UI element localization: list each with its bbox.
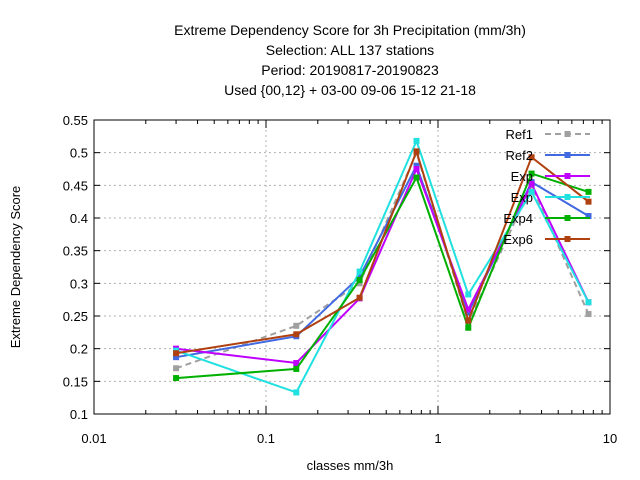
y-tick-label: 0.2	[70, 342, 88, 357]
data-point	[413, 148, 420, 155]
title-line-2: Selection: ALL 137 stations	[266, 42, 434, 58]
data-point	[528, 188, 535, 195]
plot-frame	[93, 119, 611, 415]
legend-label: Exp6	[503, 232, 533, 247]
data-point	[293, 360, 300, 367]
data-point	[356, 277, 363, 284]
legend-label: Exp	[511, 169, 533, 184]
y-axis-label: Extreme Dependency Score	[8, 186, 23, 349]
y-tick-label: 0.45	[63, 178, 88, 193]
y-tick-label: 0.35	[63, 244, 88, 259]
x-tick-label: 1	[434, 431, 441, 446]
data-point	[173, 350, 180, 357]
y-tick-label: 0.15	[63, 374, 88, 389]
data-point	[585, 213, 592, 220]
data-point	[585, 198, 592, 205]
data-point	[413, 174, 420, 181]
title-line-3: Period: 20190817-20190823	[261, 62, 439, 78]
data-point	[465, 317, 472, 324]
data-point	[465, 309, 472, 316]
data-point	[293, 389, 300, 396]
data-point	[293, 322, 300, 329]
legend: Ref1 Ref2 Exp Exp Exp4 Exp6	[503, 127, 590, 247]
legend-label: Exp4	[503, 211, 533, 226]
series-4	[173, 170, 592, 382]
legend-swatch-marker	[564, 152, 571, 158]
axis-ticks: 0.1 0.15 0.2 0.25 0.3 0.35 0.4 0.45 0.5 0.55 0.01 0…	[63, 113, 618, 446]
data-point	[173, 365, 180, 372]
y-tick-label: 0.55	[63, 113, 88, 128]
y-tick-label: 0.1	[70, 407, 88, 422]
data-point	[465, 306, 472, 313]
legend-swatch-marker	[564, 194, 571, 200]
data-point	[585, 311, 592, 318]
data-point	[585, 188, 592, 195]
x-axis-label: classes mm/3h	[307, 458, 394, 473]
title-line-1: Extreme Dependency Score for 3h Precipit…	[174, 22, 526, 38]
grid	[94, 120, 610, 414]
data-point	[585, 299, 592, 306]
data-point	[173, 354, 180, 361]
data-point	[528, 170, 535, 177]
y-tick-label: 0.5	[70, 146, 88, 161]
data-point	[293, 365, 300, 372]
data-point	[356, 280, 363, 287]
x-tick-label: 10	[603, 431, 617, 446]
data-point	[528, 154, 535, 161]
chart-title: Extreme Dependency Score for 3h Precipit…	[174, 22, 526, 98]
legend-swatch-marker	[564, 131, 571, 137]
title-line-4: Used {00,12} + 03-00 09-06 15-12 21-18	[224, 82, 476, 98]
data-point	[356, 268, 363, 275]
data-point	[413, 166, 420, 172]
data-point	[413, 162, 420, 169]
y-tick-label: 0.4	[70, 211, 88, 226]
y-tick-label: 0.25	[63, 309, 88, 324]
y-tick-label: 0.3	[70, 276, 88, 291]
series-group	[173, 137, 592, 396]
x-tick-label: 0.01	[81, 431, 106, 446]
legend-swatch-marker	[564, 173, 571, 179]
data-point	[173, 375, 180, 382]
data-point	[465, 291, 472, 298]
x-tick-label: 0.1	[257, 431, 275, 446]
data-point	[356, 273, 363, 280]
data-point	[465, 324, 472, 331]
data-point	[356, 294, 363, 301]
legend-swatch-marker	[564, 215, 571, 221]
data-point	[528, 181, 535, 188]
legend-label: Exp	[511, 190, 533, 205]
data-point	[413, 137, 420, 144]
series-5	[173, 148, 592, 357]
legend-swatch-marker	[564, 236, 571, 242]
legend-label: Ref1	[506, 127, 533, 142]
legend-label: Ref2	[506, 148, 533, 163]
data-point	[293, 331, 300, 338]
